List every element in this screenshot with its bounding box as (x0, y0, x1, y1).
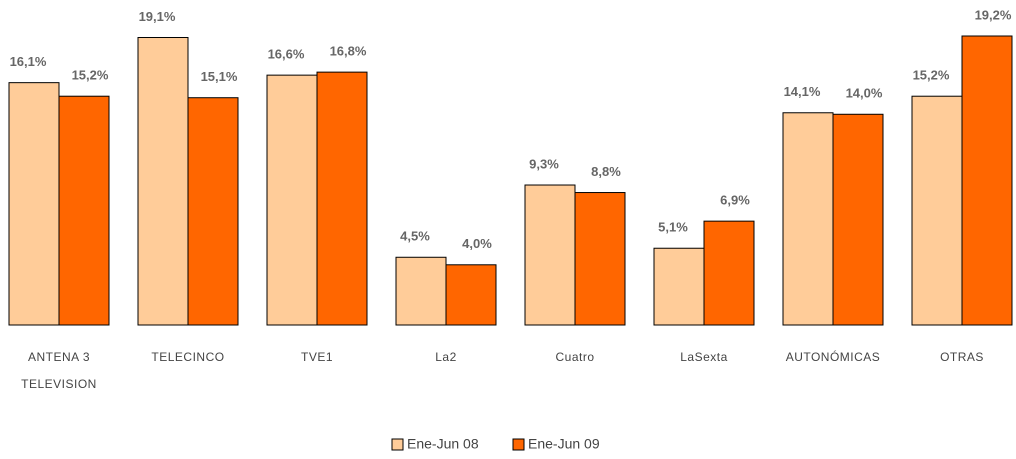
value-label: 16,6% (268, 47, 305, 62)
bar (316, 71, 368, 326)
x-tick-label: LaSexta (680, 350, 728, 364)
bar (961, 35, 1013, 326)
bar (703, 220, 755, 326)
value-label: 16,8% (330, 44, 367, 59)
value-label: 9,3% (529, 156, 559, 171)
value-label: 14,0% (846, 86, 883, 101)
x-tick-label: TVE1 (300, 350, 333, 364)
value-label: 15,2% (913, 68, 950, 83)
legend-swatch (512, 438, 525, 451)
bar (58, 95, 110, 326)
bar (653, 247, 705, 326)
bar (574, 192, 626, 326)
bar (137, 37, 189, 326)
legend-swatch (391, 438, 404, 451)
bar (524, 184, 576, 326)
value-label: 8,8% (591, 164, 621, 179)
bar (395, 256, 447, 326)
x-tick-label: Cuatro (555, 350, 595, 364)
value-label: 19,2% (975, 7, 1012, 22)
value-label: 4,5% (400, 229, 430, 244)
bar (445, 264, 497, 326)
bar (8, 82, 60, 326)
x-tick-label: OTRAS (940, 350, 984, 364)
legend-label: Ene-Jun 09 (528, 436, 600, 452)
value-label: 16,1% (10, 54, 47, 69)
bar (266, 74, 318, 326)
bar (782, 112, 834, 326)
bar (187, 97, 239, 326)
value-label: 4,0% (462, 236, 492, 251)
x-tick-label: ANTENA 3 TELEVISION (21, 350, 97, 391)
value-label: 15,2% (72, 68, 109, 83)
value-label: 19,1% (139, 9, 176, 24)
x-tick-label: AUTONÓMICAS (785, 350, 881, 364)
x-tick-label: TELECINCO (151, 350, 225, 364)
bar (911, 95, 963, 326)
value-label: 6,9% (720, 193, 750, 208)
bar (832, 113, 884, 326)
value-label: 14,1% (784, 84, 821, 99)
value-label: 5,1% (658, 220, 688, 235)
x-tick-label: La2 (435, 350, 457, 364)
value-label: 15,1% (201, 69, 238, 84)
legend-label: Ene-Jun 08 (407, 436, 479, 452)
